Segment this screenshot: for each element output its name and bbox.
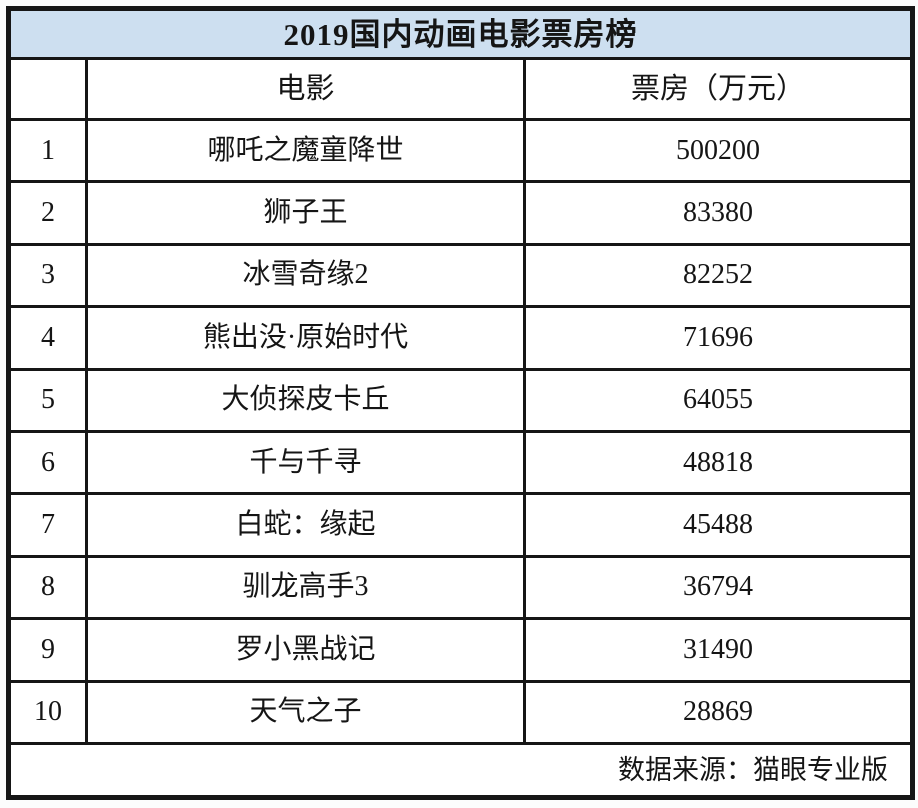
boxoffice-table: 2019国内动画电影票房榜 电影 票房（万元） 1 哪吒之魔童降世 500200… [6, 6, 916, 800]
movie-cell: 白蛇：缘起 [85, 492, 526, 558]
rank-cell: 10 [7, 679, 88, 746]
movie-cell: 驯龙高手3 [85, 554, 526, 621]
movie-cell: 天气之子 [85, 679, 526, 746]
table-body: 1 哪吒之魔童降世 500200 2 狮子王 83380 3 冰雪奇缘2 822… [7, 117, 915, 746]
rank-cell: 8 [7, 554, 88, 621]
table-row: 3 冰雪奇缘2 82252 [7, 242, 915, 309]
movie-cell: 狮子王 [85, 180, 526, 246]
movie-cell: 罗小黑战记 [85, 617, 526, 683]
table-row: 10 天气之子 28869 [7, 679, 915, 746]
boxoffice-cell: 48818 [522, 429, 915, 496]
boxoffice-cell: 64055 [522, 367, 915, 433]
movie-cell: 冰雪奇缘2 [85, 242, 526, 309]
boxoffice-cell: 36794 [522, 554, 915, 621]
boxoffice-cell: 45488 [522, 492, 915, 558]
rank-column-header [7, 57, 88, 121]
rank-cell: 6 [7, 429, 88, 496]
rank-cell: 5 [7, 367, 88, 433]
table-row: 7 白蛇：缘起 45488 [7, 492, 915, 558]
boxoffice-cell: 83380 [522, 180, 915, 246]
boxoffice-cell: 28869 [522, 679, 915, 746]
table-row: 9 罗小黑战记 31490 [7, 617, 915, 683]
boxoffice-cell: 500200 [522, 117, 915, 184]
rank-cell: 2 [7, 180, 88, 246]
title-row: 2019国内动画电影票房榜 [6, 7, 915, 60]
movie-cell: 熊出没·原始时代 [85, 305, 526, 371]
table-row: 6 千与千寻 48818 [7, 429, 915, 496]
boxoffice-cell: 71696 [522, 305, 915, 371]
movie-cell: 千与千寻 [85, 429, 526, 496]
rank-cell: 3 [7, 242, 88, 309]
movie-cell: 哪吒之魔童降世 [85, 117, 526, 184]
boxoffice-cell: 82252 [522, 242, 915, 309]
table-row: 5 大侦探皮卡丘 64055 [7, 367, 915, 433]
boxoffice-cell: 31490 [522, 617, 915, 683]
footer-row: 数据来源：猫眼专业版 [6, 742, 915, 799]
table-row: 4 熊出没·原始时代 71696 [7, 305, 915, 371]
table-row: 1 哪吒之魔童降世 500200 [7, 117, 915, 184]
header-row: 电影 票房（万元） [7, 57, 915, 121]
table-row: 8 驯龙高手3 36794 [7, 554, 915, 621]
rank-cell: 1 [7, 117, 88, 184]
data-source-note: 数据来源：猫眼专业版 [6, 742, 915, 799]
table-title: 2019国内动画电影票房榜 [6, 7, 915, 60]
rank-cell: 7 [7, 492, 88, 558]
table-row: 2 狮子王 83380 [7, 180, 915, 246]
movie-column-header: 电影 [85, 57, 526, 121]
rank-cell: 4 [7, 305, 88, 371]
rank-cell: 9 [7, 617, 88, 683]
boxoffice-column-header: 票房（万元） [522, 57, 915, 121]
movie-cell: 大侦探皮卡丘 [85, 367, 526, 433]
